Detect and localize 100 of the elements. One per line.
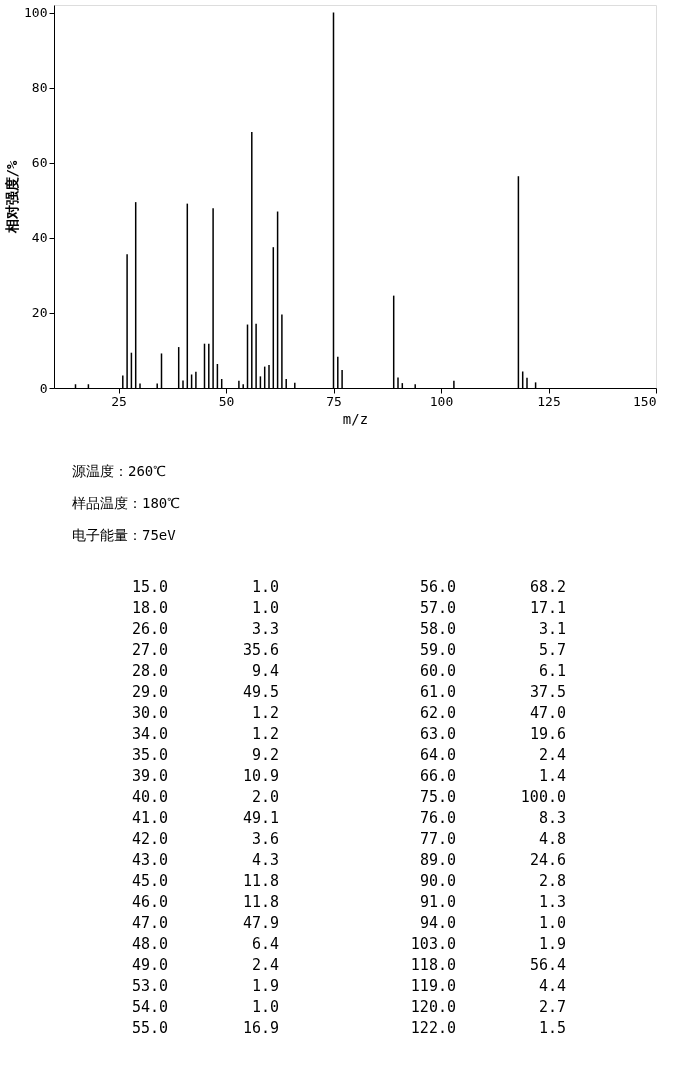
text: 17.1 — [529, 599, 566, 617]
text: 45.0 — [131, 872, 168, 890]
text: 1.0 — [251, 599, 279, 617]
text: 49.1 — [242, 809, 279, 827]
text: 100.0 — [520, 788, 566, 806]
x-axis-title: m/z — [342, 410, 369, 427]
text: 6.4 — [251, 935, 279, 953]
y-axis-title: 相对强度/% — [4, 160, 21, 235]
text: 1.9 — [251, 977, 279, 995]
text: 2.7 — [538, 998, 566, 1016]
text: 66.0 — [419, 767, 456, 785]
text: 55.0 — [131, 1019, 168, 1037]
text: 40.0 — [131, 788, 168, 806]
text: 1.4 — [538, 767, 566, 785]
text: 2.4 — [251, 956, 279, 974]
text: 4.8 — [538, 830, 566, 848]
text: 26.0 — [131, 620, 168, 638]
text: 27.0 — [131, 641, 168, 659]
text: 35.6 — [242, 641, 279, 659]
text: 18.0 — [131, 599, 168, 617]
text: 89.0 — [419, 851, 456, 869]
text: 2.8 — [538, 872, 566, 890]
text: 1.0 — [251, 998, 279, 1016]
text: 16.9 — [242, 1019, 279, 1037]
text: 2.4 — [538, 746, 566, 764]
text: 样品温度：180℃ — [72, 495, 181, 511]
text: 118.0 — [410, 956, 456, 974]
text: 91.0 — [419, 893, 456, 911]
text: 47.0 — [529, 704, 566, 722]
text: 3.1 — [538, 620, 566, 638]
x-tick-label: 75 — [326, 393, 342, 409]
text: 64.0 — [419, 746, 456, 764]
x-tick-label: 100 — [429, 393, 454, 409]
text: 源温度：260℃ — [72, 463, 167, 479]
text: 60.0 — [419, 662, 456, 680]
text: 11.8 — [242, 893, 279, 911]
text: 3.6 — [251, 830, 279, 848]
text: 56.4 — [529, 956, 566, 974]
text: 37.5 — [529, 683, 566, 701]
y-tick-label: 80 — [31, 80, 48, 96]
text: 63.0 — [419, 725, 456, 743]
text: 59.0 — [419, 641, 456, 659]
text: 15.0 — [131, 578, 168, 596]
text: 1.9 — [538, 935, 566, 953]
text: 1.0 — [538, 914, 566, 932]
text: 9.4 — [251, 662, 279, 680]
text: 119.0 — [410, 977, 456, 995]
text: 电子能量：75eV — [72, 527, 177, 543]
text: 122.0 — [410, 1019, 456, 1037]
text: 8.3 — [538, 809, 566, 827]
x-tick-label: 125 — [537, 393, 561, 409]
text: 54.0 — [131, 998, 168, 1016]
text: 47.9 — [242, 914, 279, 932]
text: 29.0 — [131, 683, 168, 701]
text: 61.0 — [419, 683, 456, 701]
text: 41.0 — [131, 809, 168, 827]
text: 58.0 — [419, 620, 456, 638]
text: 1.5 — [538, 1019, 566, 1037]
y-tick-label: 40 — [31, 230, 48, 246]
text: 9.2 — [251, 746, 279, 764]
text: 120.0 — [410, 998, 456, 1016]
y-tick-label: 0 — [39, 380, 48, 396]
text: 75.0 — [419, 788, 456, 806]
text: 62.0 — [419, 704, 456, 722]
text: 4.4 — [538, 977, 566, 995]
text: 24.6 — [529, 851, 566, 869]
text: 49.0 — [131, 956, 168, 974]
text: 39.0 — [131, 767, 168, 785]
text: 5.7 — [538, 641, 566, 659]
text: 42.0 — [131, 830, 168, 848]
y-tick-label: 100 — [24, 5, 48, 21]
text: 6.1 — [538, 662, 566, 680]
x-tick-label: 150 — [633, 393, 657, 409]
text: 103.0 — [410, 935, 456, 953]
text: 10.9 — [242, 767, 279, 785]
x-tick-label: 50 — [218, 393, 235, 409]
text: 53.0 — [131, 977, 168, 995]
text: 2.0 — [251, 788, 279, 806]
text: 76.0 — [419, 809, 456, 827]
text: 1.0 — [251, 578, 279, 596]
text: 56.0 — [419, 578, 456, 596]
text: 34.0 — [131, 725, 168, 743]
text: 46.0 — [131, 893, 168, 911]
text: 57.0 — [419, 599, 456, 617]
text: 90.0 — [419, 872, 456, 890]
text: 3.3 — [251, 620, 279, 638]
text: 1.3 — [538, 893, 566, 911]
x-tick-label: 25 — [111, 393, 127, 409]
text: 68.2 — [529, 578, 566, 596]
y-tick-label: 60 — [31, 155, 48, 171]
text: 11.8 — [242, 872, 279, 890]
text: 19.6 — [529, 725, 566, 743]
text: 43.0 — [131, 851, 168, 869]
text: 4.3 — [251, 851, 279, 869]
text: 94.0 — [419, 914, 456, 932]
text: 48.0 — [131, 935, 168, 953]
text: 47.0 — [131, 914, 168, 932]
text: 49.5 — [242, 683, 279, 701]
text: 28.0 — [131, 662, 168, 680]
text: 30.0 — [131, 704, 168, 722]
